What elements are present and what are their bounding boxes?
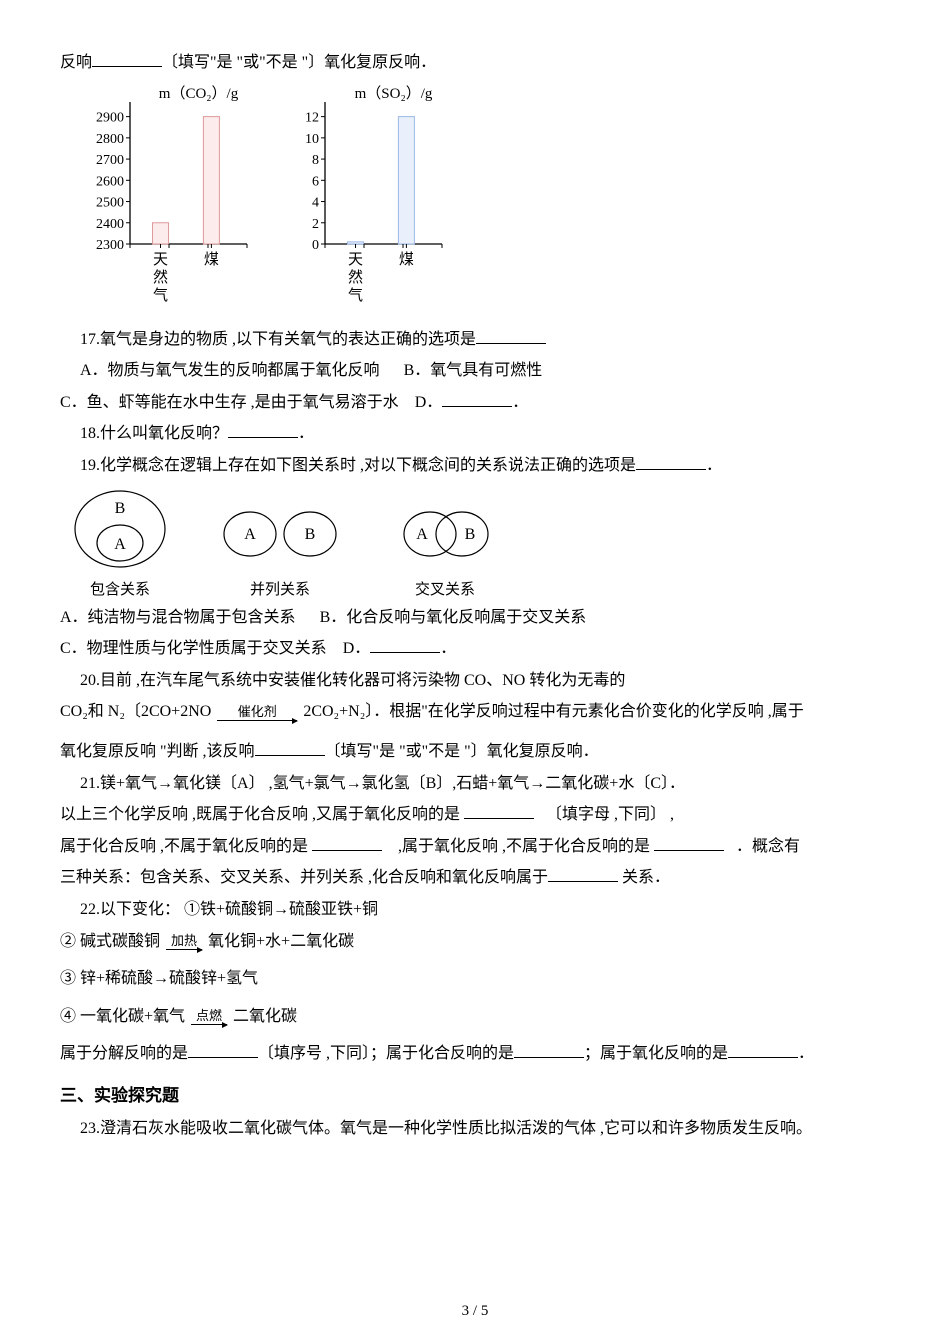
label-A: A xyxy=(114,536,126,553)
svg-text:天: 天 xyxy=(348,252,363,268)
svg-text:m（SO₂）/g: m（SO₂）/g xyxy=(355,85,433,102)
diagrams-row: B A 包含关系 A B 并列关系 A B 交叉关系 xyxy=(70,489,890,599)
svg-text:然: 然 xyxy=(153,269,168,286)
svg-text:气: 气 xyxy=(348,287,363,304)
chart-co2-svg: m（CO₂）/g 2300 2400 2500 2600 2700 2800 2900 天然气 煤 xyxy=(80,84,255,314)
q17-ab: A．物质与氧气发生的反响都属于氧化反响 B．氧气具有可燃性 xyxy=(60,358,890,384)
q22-r4: ④ 一氧化碳+氧气 点燃 二氧化碳 xyxy=(60,1004,890,1030)
blank xyxy=(654,835,724,851)
intro-tail: 〔填写"是 "或"不是 "〕氧化复原反响． xyxy=(162,54,436,71)
chart-so2-svg: m（SO₂）/g 0 2 4 6 8 10 12 天然气 煤 xyxy=(275,84,450,314)
blank xyxy=(728,1042,798,1058)
blank xyxy=(370,637,440,653)
q21-l2: 以上三个化学反响 ,既属于化合反响 ,又属于氧化反响的是 〔填字母 ,下同〕 , xyxy=(60,802,890,828)
blank xyxy=(255,740,325,756)
label-parallel: 并列关系 xyxy=(220,578,340,599)
q18: 18.什么叫氧化反响？． xyxy=(60,421,890,447)
q22-head: 22.以下变化： ①铁+硫酸铜→硫酸亚铁+铜 xyxy=(60,897,890,923)
catalyst-arrow: 催化剂 xyxy=(217,705,297,721)
blank xyxy=(548,866,618,882)
chart-co2: m（CO₂）/g 2300 2400 2500 2600 2700 2800 2900 天然气 煤 xyxy=(80,84,255,319)
svg-text:0: 0 xyxy=(312,238,319,253)
q21-l1: 21.镁+氧气→氧化镁〔A〕 ,氢气+氯气→氯化氢〔B〕,石蜡+氧气→二氧化碳+… xyxy=(60,771,890,797)
blank xyxy=(514,1042,584,1058)
q21-l3: 属于化合反响 ,不属于氧化反响的是 ,属于氧化反响 ,不属于化合反响的是 ．概念… xyxy=(60,834,890,860)
svg-text:12: 12 xyxy=(305,110,319,125)
cross-svg: A B xyxy=(390,489,500,569)
diagram-parallel: A B 并列关系 xyxy=(220,489,340,599)
label-B: B xyxy=(115,500,126,517)
q17-stem: 17.氧气是身边的物质 ,以下有关氧气的表达正确的选项是 xyxy=(60,327,890,353)
q19-cd: C．物理性质与化学性质属于交叉关系 D．． xyxy=(60,636,890,662)
q20-l1: 20.目前 ,在汽车尾气系统中安装催化转化器可将污染物 CO、NO 转化为无毒的 xyxy=(60,668,890,694)
q21-l4: 三种关系：包含关系、交叉关系、并列关系 ,化合反响和氧化反响属于 关系． xyxy=(60,865,890,891)
svg-text:气: 气 xyxy=(153,287,168,304)
blank xyxy=(442,391,512,407)
diagram-cross: A B 交叉关系 xyxy=(390,489,500,599)
label-A: A xyxy=(416,526,428,543)
chart-so2: m（SO₂）/g 0 2 4 6 8 10 12 天然气 煤 xyxy=(275,84,450,319)
svg-text:2600: 2600 xyxy=(96,174,124,189)
q22-r3: ③ 锌+稀硫酸→硫酸锌+氢气 xyxy=(60,966,890,992)
svg-text:然: 然 xyxy=(348,269,363,286)
inclusion-svg: B A xyxy=(70,489,170,569)
arrow-icon xyxy=(217,720,297,721)
blank xyxy=(476,328,546,344)
heat-arrow: 加热 xyxy=(166,934,202,950)
blank xyxy=(464,803,534,819)
arrow-icon xyxy=(166,949,202,950)
label-B: B xyxy=(305,526,316,543)
ignite-arrow: 点燃 xyxy=(191,1009,227,1025)
page-footer: 3 / 5 xyxy=(0,1303,950,1320)
q22-tail: 属于分解反响的是〔填序号 ,下同〕；属于化合反响的是；属于氧化反响的是． xyxy=(60,1041,890,1067)
section-3-title: 三、实验探究题 xyxy=(60,1081,890,1106)
label-inclusion: 包含关系 xyxy=(70,578,170,599)
svg-text:煤: 煤 xyxy=(399,251,414,268)
svg-text:m（CO₂）/g: m（CO₂）/g xyxy=(159,85,239,102)
intro-line: 反响 〔填写"是 "或"不是 "〕氧化复原反响． xyxy=(60,50,890,76)
charts-row: m（CO₂）/g2300240025002600270028002900天然气煤… xyxy=(80,84,890,319)
blank xyxy=(312,835,382,851)
label-A: A xyxy=(244,526,256,543)
svg-text:10: 10 xyxy=(305,131,319,146)
svg-text:天: 天 xyxy=(153,252,168,268)
svg-text:2900: 2900 xyxy=(96,110,124,125)
blank xyxy=(228,422,298,438)
blank xyxy=(92,51,162,67)
q17-cd: C．鱼、虾等能在水中生存 ,是由于氧气易溶于水 D．． xyxy=(60,390,890,416)
svg-text:2800: 2800 xyxy=(96,131,124,146)
svg-text:4: 4 xyxy=(312,195,319,210)
label-cross: 交叉关系 xyxy=(390,578,500,599)
arrow-icon xyxy=(191,1024,227,1025)
q19-ab: A．纯洁物与混合物属于包含关系 B．化合反响与氧化反响属于交叉关系 xyxy=(60,605,890,631)
q23: 23.澄清石灰水能吸收二氧化碳气体。氧气是一种化学性质比拟活泼的气体 ,它可以和… xyxy=(60,1116,890,1142)
svg-text:2300: 2300 xyxy=(96,238,124,253)
diagram-inclusion: B A 包含关系 xyxy=(70,489,170,599)
svg-text:煤: 煤 xyxy=(204,251,219,268)
intro-text: 反响 xyxy=(60,54,92,71)
q20-l3: 氧化复原反响 "判断 ,该反响〔填写"是 "或"不是 "〕氧化复原反响． xyxy=(60,739,890,765)
svg-text:8: 8 xyxy=(312,153,319,168)
q22-r2: ② 碱式碳酸铜 加热 氧化铜+水+二氧化碳 xyxy=(60,929,890,955)
blank xyxy=(188,1042,258,1058)
svg-text:2700: 2700 xyxy=(96,153,124,168)
svg-text:2: 2 xyxy=(312,216,319,231)
svg-text:6: 6 xyxy=(312,174,319,189)
label-B: B xyxy=(465,526,476,543)
svg-text:2400: 2400 xyxy=(96,216,124,231)
q19: 19.化学概念在逻辑上存在如下图关系时 ,对以下概念间的关系说法正确的选项是． xyxy=(60,453,890,479)
svg-text:2500: 2500 xyxy=(96,195,124,210)
blank xyxy=(636,454,706,470)
parallel-svg: A B xyxy=(220,489,340,569)
q20-eq: CO₂和 N₂〔2CO+2NO 催化剂 2CO₂+N₂〕．根据"在化学反响过程中… xyxy=(60,699,890,725)
